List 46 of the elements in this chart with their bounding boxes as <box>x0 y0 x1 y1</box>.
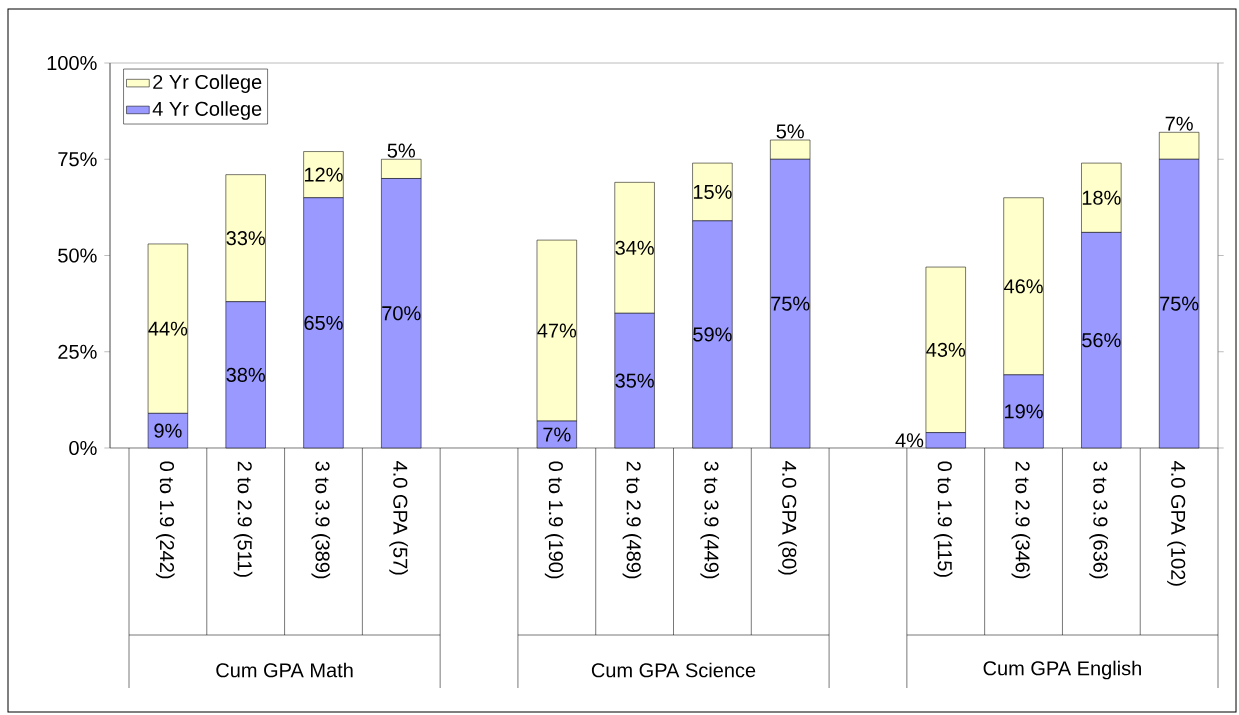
x-tick-label: 3 to 3.9 (636) <box>1089 461 1108 579</box>
data-label: 38% <box>226 367 265 382</box>
data-label: 15% <box>693 184 732 199</box>
legend-label: 4 Yr College <box>152 101 262 120</box>
data-label: 75% <box>1160 296 1199 311</box>
data-label: 34% <box>615 240 654 255</box>
legend-label: 2 Yr College <box>153 74 262 94</box>
data-label: 5% <box>387 143 415 158</box>
data-label: 65% <box>304 315 343 330</box>
x-tick-label: 0 to 1.9 (190) <box>544 461 564 579</box>
data-label: 5% <box>776 124 804 139</box>
data-label: 43% <box>926 342 966 357</box>
data-label: 12% <box>304 167 343 182</box>
text: Cum GPA English <box>983 660 1141 680</box>
y-tick-label: 0% <box>69 440 97 456</box>
data-label: 33% <box>226 231 265 246</box>
data-label: 9% <box>154 423 182 438</box>
data-label: 19% <box>1005 404 1043 419</box>
data-label: 7% <box>543 427 571 442</box>
data-label: 56% <box>1082 333 1121 348</box>
x-tick-label: 4.0 GPA (80) <box>778 461 797 575</box>
x-tick-label: 4.0 GPA (102) <box>1167 461 1186 586</box>
x-tick-label: 2 to 2.9 (489) <box>622 461 642 579</box>
data-label: 18% <box>1082 190 1121 205</box>
data-label: 7% <box>1165 116 1193 131</box>
x-tick-label: 4.0 GPA (57) <box>389 461 408 575</box>
data-label: 35% <box>615 373 654 388</box>
x-tick-label: 2 to 2.9 (511) <box>233 461 253 577</box>
y-tick-label: 100% <box>47 55 97 71</box>
y-tick-label: 75% <box>58 152 97 167</box>
data-label: 70% <box>382 306 421 321</box>
data-label: 46% <box>1003 279 1043 294</box>
data-label: 44% <box>148 321 188 336</box>
x-tick-label: 0 to 1.9 (242) <box>155 461 175 579</box>
x-tick-label: 0 to 1.9 (115) <box>933 461 953 577</box>
text: Cum GPA Math <box>216 662 353 678</box>
y-tick-label: 25% <box>58 344 97 359</box>
text: Cum GPA Science <box>591 662 756 678</box>
data-label: 4% <box>895 433 924 448</box>
y-tick-label: 50% <box>58 248 97 263</box>
data-label: 59% <box>693 327 732 342</box>
x-tick-label: 3 to 3.9 (449) <box>700 461 720 579</box>
data-label: 47% <box>537 323 577 338</box>
x-tick-label: 3 to 3.9 (389) <box>311 461 331 579</box>
data-label: 75% <box>771 296 810 311</box>
x-tick-label: 2 to 2.9 (346) <box>1011 461 1031 579</box>
